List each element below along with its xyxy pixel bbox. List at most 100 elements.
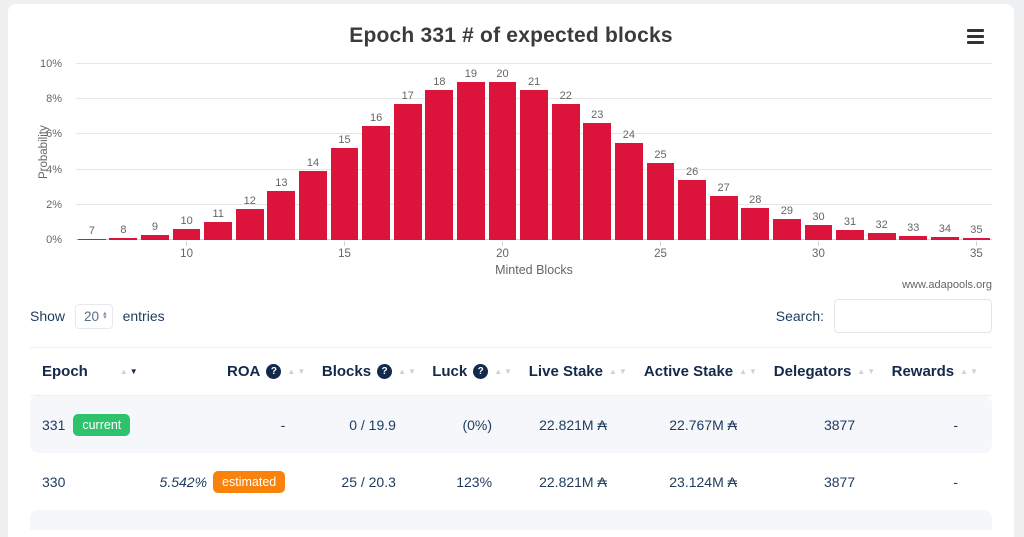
bar-data-label: 22 <box>559 90 572 103</box>
page-length-control: Show 20 ▴ ▾ entries <box>30 303 165 329</box>
table-row-partial <box>30 510 992 530</box>
table-cell: 5.542% estimated <box>155 453 320 510</box>
table-row: 331 current - 0 / 19.9 (0%) 22.821M ₳ 22.767M … <box>30 396 992 453</box>
question-circle-icon[interactable]: ? <box>473 364 489 379</box>
sort-arrows-icon: ▲ ▼ <box>119 367 138 376</box>
x-tick-mark <box>817 241 819 246</box>
cell-value: 0 / 19.9 <box>349 416 396 433</box>
bar-data-label: 28 <box>749 194 762 207</box>
column-header-roa[interactable]: ROA? ▲ ▼ <box>154 347 320 396</box>
x-tick-slot <box>360 241 392 260</box>
bar <box>646 162 675 240</box>
bar <box>204 221 233 240</box>
bar-slot: 29 <box>771 64 803 240</box>
epochs-table: Epoch ▲ ▼ ROA? ▲ ▼ Blocks? ▲ ▼ Luck? ▲ ▼ Live Stake ▲… <box>30 347 992 510</box>
table-cell: 331 current <box>30 396 155 453</box>
expected-blocks-chart: Probability 0% 2% 4% 6% 8% 10% 7 8 9 10 11 12 13 14 1… <box>30 58 993 291</box>
x-tick-slot <box>424 241 456 260</box>
x-tick-label: 35 <box>970 248 983 260</box>
table-cell: - <box>889 453 992 510</box>
bar-data-label: 15 <box>338 134 351 147</box>
x-tick-slot: 10 <box>171 241 203 260</box>
bar-data-label: 26 <box>685 166 699 179</box>
bar-data-label: 33 <box>907 221 920 234</box>
bar-slot: 17 <box>392 64 424 240</box>
x-tick-slot <box>613 241 645 260</box>
chart-context-menu-button[interactable] <box>965 24 986 49</box>
gridline <box>76 63 992 64</box>
bar-data-label: 13 <box>275 176 288 189</box>
search-label: Search: <box>775 308 824 324</box>
cell-value: (0%) <box>462 416 493 433</box>
column-header-live-stake[interactable]: Live Stake ▲ ▼ <box>526 347 641 396</box>
bar-slot: 32 <box>866 64 898 240</box>
x-tick-slot <box>266 241 298 260</box>
y-axis-labels: 0% 2% 4% 6% 8% 10% <box>30 58 70 246</box>
column-header-active-stake[interactable]: Active Stake ▲ ▼ <box>640 347 771 396</box>
bar-slot: 30 <box>803 64 835 240</box>
x-tick-slot <box>582 241 614 260</box>
bar-slot: 25 <box>645 64 677 240</box>
bar-data-label: 19 <box>464 67 478 80</box>
bar <box>741 208 770 240</box>
x-tick-slot <box>834 241 866 260</box>
bar-data-label: 25 <box>654 148 667 161</box>
sort-arrows-icon: ▲ ▼ <box>857 367 876 376</box>
cell-value: 22.767M ₳ <box>669 416 737 433</box>
bar <box>867 232 896 240</box>
bar <box>425 90 454 240</box>
table-cell: - <box>889 396 992 453</box>
bar-slot: 34 <box>929 64 961 240</box>
column-header-rewards[interactable]: Rewards ▲ ▼ <box>889 347 992 396</box>
table-cell: 22.821M ₳ <box>526 453 641 510</box>
bar <box>583 122 612 240</box>
table-cell: 23.124M ₳ <box>641 453 771 510</box>
question-circle-icon[interactable]: ? <box>377 364 393 379</box>
bar <box>457 81 485 240</box>
bar <box>172 229 201 240</box>
question-circle-icon[interactable]: ? <box>266 364 282 379</box>
page-length-input[interactable]: 20 ▴ ▾ <box>75 303 113 329</box>
bar <box>330 148 359 240</box>
bar-data-label: 29 <box>780 204 793 217</box>
cell-value: 3877 <box>823 473 856 490</box>
bar-slot: 27 <box>708 64 740 240</box>
bar <box>804 225 833 240</box>
column-header-epoch[interactable]: Epoch ▲ ▼ <box>30 347 155 396</box>
x-tick-slot: 25 <box>645 241 677 260</box>
bar-data-label: 27 <box>717 182 730 194</box>
bar-slot: 14 <box>297 64 329 240</box>
bar-slot: 15 <box>329 64 361 240</box>
column-header-delegators[interactable]: Delegators ▲ ▼ <box>770 347 890 396</box>
table-cell: - <box>154 396 320 453</box>
sort-arrows-icon: ▲ ▼ <box>739 367 757 376</box>
bar <box>930 237 959 240</box>
table-cell: 25 / 20.3 <box>319 453 430 510</box>
column-label: Live Stake <box>528 363 603 380</box>
bar-slot: 19 <box>455 64 487 240</box>
x-tick-slot <box>139 241 171 260</box>
entries-label: entries <box>122 308 165 324</box>
x-tick-slot <box>550 241 582 260</box>
column-header-luck[interactable]: Luck? ▲ ▼ <box>429 347 527 396</box>
x-tick-mark <box>975 241 977 246</box>
table-header-row: Epoch ▲ ▼ ROA? ▲ ▼ Blocks? ▲ ▼ Luck? ▲ ▼ Live Stake ▲… <box>30 347 992 396</box>
show-label: Show <box>30 308 66 324</box>
bar-data-label: 24 <box>622 129 636 142</box>
watermark-link[interactable]: www.adapools.org <box>902 279 992 291</box>
x-tick-slot: 15 <box>329 241 361 260</box>
column-label: Luck <box>432 363 468 380</box>
x-tick-slot <box>392 241 424 260</box>
column-label: Epoch <box>42 363 88 380</box>
x-tick-mark <box>186 241 188 246</box>
bar <box>614 143 643 240</box>
y-tick-label: 0% <box>46 234 62 246</box>
search-input[interactable] <box>834 299 992 333</box>
bar-slot: 35 <box>961 64 993 240</box>
x-tick-slot <box>739 241 771 260</box>
column-header-blocks[interactable]: Blocks? ▲ ▼ <box>319 347 430 396</box>
table-controls: Show 20 ▴ ▾ entries Search: <box>30 299 992 333</box>
bar-data-label: 17 <box>401 90 414 103</box>
x-tick-label: 30 <box>812 248 825 260</box>
bar-data-label: 7 <box>88 225 95 237</box>
